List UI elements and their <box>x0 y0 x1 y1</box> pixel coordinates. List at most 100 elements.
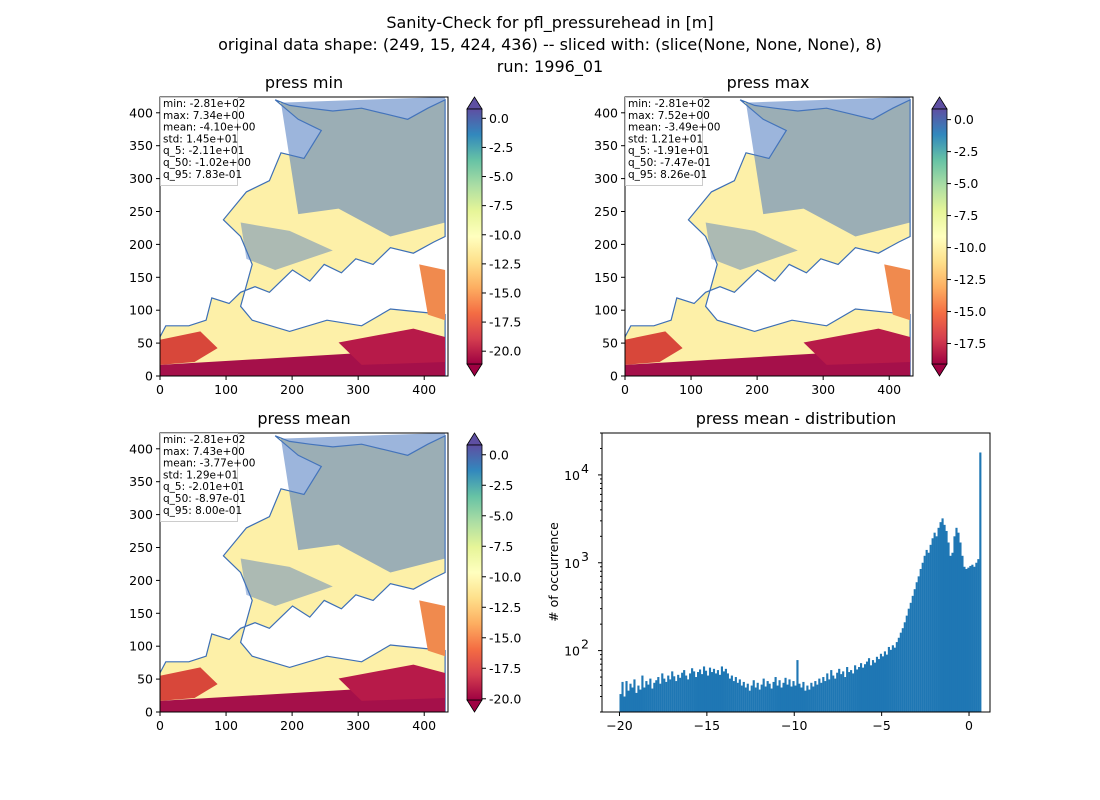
colorbar-extend-top <box>931 96 948 110</box>
colorbar-extend-bottom <box>466 363 483 377</box>
histogram-bar <box>746 683 749 712</box>
histogram-bar <box>772 681 775 712</box>
colorbar-tick-label: -15.0 <box>954 304 986 319</box>
histogram-bar <box>939 522 942 712</box>
histogram-bar <box>961 555 964 712</box>
axes-frame <box>624 96 914 377</box>
histogram-bar <box>858 667 861 712</box>
colorbar-tick-label: -10.0 <box>489 569 521 584</box>
histogram-bar <box>822 677 825 712</box>
axes-frame <box>159 96 449 377</box>
colorbar-tick-label: -15.0 <box>489 285 521 300</box>
histogram-bar <box>774 677 777 712</box>
histogram-bar <box>907 608 910 712</box>
histogram-bar <box>687 679 690 712</box>
histogram-bar <box>698 669 702 712</box>
y-tick-label: 0 <box>145 705 153 720</box>
histogram-bar <box>937 527 940 712</box>
histogram-bar <box>929 544 932 712</box>
stats-line: mean: -3.77e+00 <box>163 458 255 470</box>
histogram-bar <box>786 684 789 712</box>
histogram-bar <box>621 681 624 712</box>
y-tick-label: 50 <box>137 336 153 351</box>
histogram-bar <box>959 542 962 712</box>
histogram-bar <box>943 524 946 712</box>
histogram-bar <box>714 673 718 712</box>
histogram-bar <box>897 637 900 712</box>
x-tick-label: 200 <box>745 382 769 397</box>
y-tick-label: 100 <box>129 303 153 318</box>
y-tick-label: 200 <box>129 573 153 588</box>
dry-region-east <box>419 600 446 657</box>
y-tick-label: 400 <box>129 105 153 120</box>
y-axis-label: # of occurrence <box>546 522 561 622</box>
histogram-bar <box>784 677 787 712</box>
histogram-bar <box>905 615 908 712</box>
histogram-bar <box>947 542 950 712</box>
y-tick-exponent: 4 <box>581 461 589 476</box>
x-tick-label: 300 <box>346 718 370 733</box>
histogram-bar <box>730 675 733 712</box>
y-tick-label: 250 <box>129 540 153 555</box>
histogram-bar <box>818 678 821 712</box>
histogram-bar <box>671 671 674 712</box>
y-tick-label: 250 <box>129 204 153 219</box>
y-tick-label: 350 <box>129 138 153 153</box>
histogram-bar <box>854 665 857 712</box>
histogram-bar <box>708 667 712 712</box>
dry-region-west <box>625 331 683 365</box>
wet-region-north <box>280 97 446 237</box>
histogram-bar <box>828 679 831 712</box>
wet-region-north <box>280 433 446 573</box>
colorbar-tick-label: 0.0 <box>954 112 974 127</box>
colorbar-tick-label: -7.5 <box>489 539 513 554</box>
colorbar-tick-label: -12.5 <box>954 272 986 287</box>
axes-frame <box>159 432 449 713</box>
histogram-bar <box>800 687 803 712</box>
stats-line: q_5: -2.01e+01 <box>163 481 244 493</box>
histogram-bar <box>909 602 912 712</box>
histogram-bar <box>840 674 843 712</box>
histogram-bar <box>796 660 799 712</box>
y-tick-label: 300 <box>129 171 153 186</box>
histogram-bar <box>949 555 952 712</box>
dry-region-southeast <box>803 328 911 365</box>
histogram-bar <box>677 674 680 712</box>
histogram-bar <box>766 681 769 712</box>
y-tick-label: 150 <box>129 270 153 285</box>
histogram-bar <box>814 681 817 712</box>
histogram-bar <box>720 666 723 712</box>
histogram-bar <box>842 671 845 712</box>
panel-press-mean: press mean 0 100 200 300 400 0 50 100 150 200 250 3… <box>129 409 521 733</box>
heatmap-axes: 0 100 200 300 400 0 50 100 150 200 250 300 350 400 <box>129 96 449 397</box>
histogram-bar <box>951 552 954 712</box>
colorbar: 0.0 -2.5 -5.0 -7.5 -10.0 -12.5 -15.0 -17.5 <box>931 96 986 377</box>
heatmap-image <box>625 97 913 376</box>
y-tick-label: 400 <box>594 105 618 120</box>
y-tick-label: 150 <box>594 270 618 285</box>
stats-box-background <box>160 433 238 522</box>
histogram-bar <box>927 552 930 712</box>
stats-line: max: 7.43e+00 <box>163 446 245 458</box>
histogram-bar <box>778 680 781 712</box>
histogram-bar <box>824 681 827 712</box>
histogram-bar <box>700 674 704 712</box>
x-tick-label: 300 <box>811 382 835 397</box>
y-tick-exponent: 3 <box>581 549 589 564</box>
histogram-bar <box>794 685 797 712</box>
colorbar-body <box>466 108 483 365</box>
x-tick-label: 0 <box>156 718 164 733</box>
y-tick-label: 50 <box>137 672 153 687</box>
colorbar-tick-label: -17.5 <box>489 661 521 676</box>
histogram-bar <box>752 680 755 712</box>
histogram-bar <box>722 671 725 712</box>
stats-line: q_50: -8.97e-01 <box>163 493 246 505</box>
colorbar-tick-label: -5.0 <box>954 176 978 191</box>
colorbar: 0.0 -2.5 -5.0 -7.5 -10.0 -12.5 -15.0 -17.5 -20.0 <box>466 96 521 377</box>
stats-line: q_50: -1.02e+00 <box>163 157 251 169</box>
histogram-bar <box>653 682 656 712</box>
histogram-bar <box>850 670 853 712</box>
histogram-bar <box>744 687 747 712</box>
